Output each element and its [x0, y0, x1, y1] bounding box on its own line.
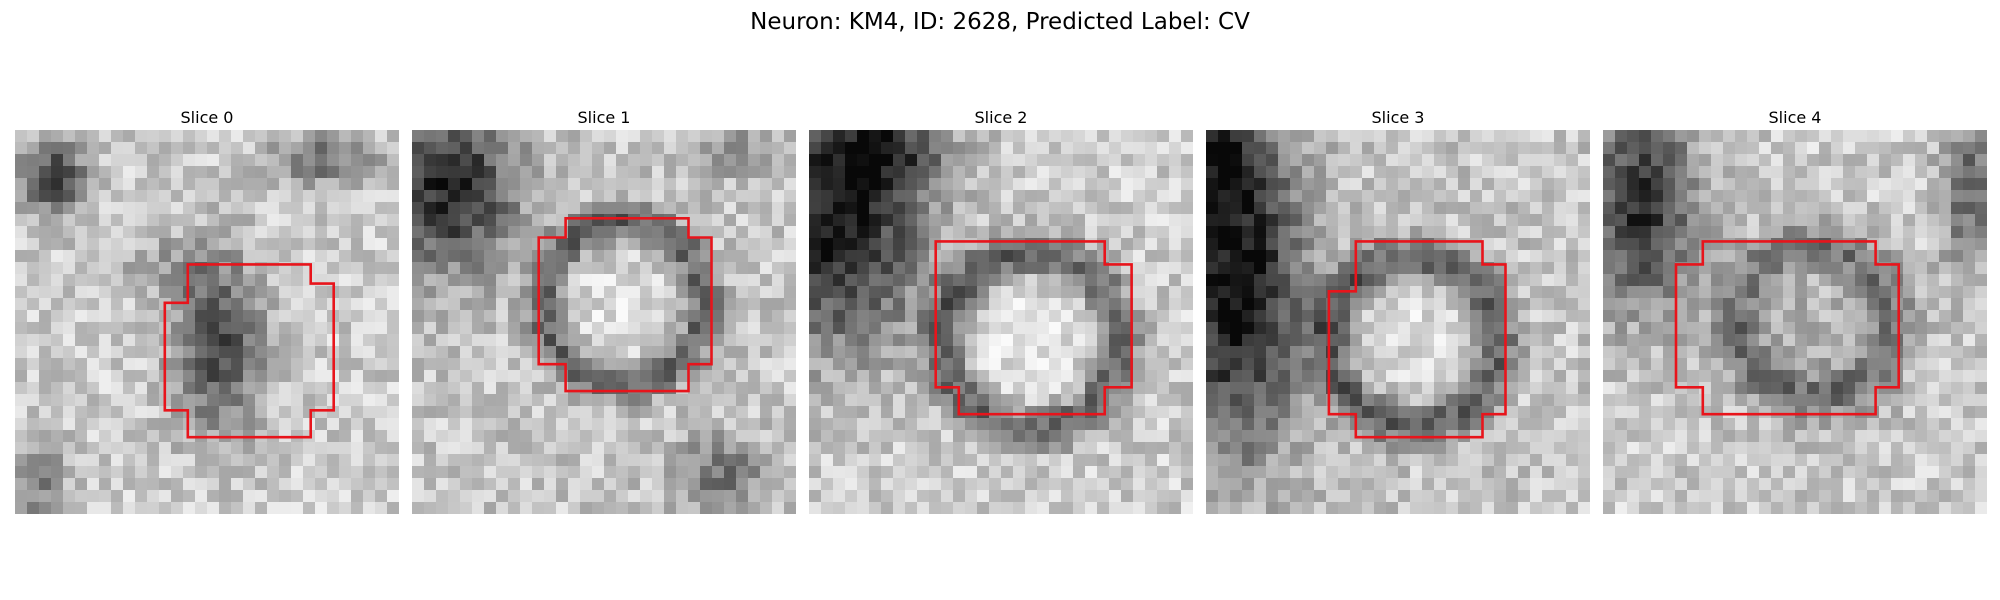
slice-image	[1603, 130, 1987, 514]
slice-title: Slice 3	[1371, 108, 1425, 127]
slice-pixels	[809, 130, 1193, 514]
slice-panel-4: Slice 4	[1603, 108, 1987, 514]
slice-panel-0: Slice 0	[15, 108, 399, 514]
slice-image	[412, 130, 796, 514]
slice-panel-3: Slice 3	[1206, 108, 1590, 514]
figure-title: Neuron: KM4, ID: 2628, Predicted Label: …	[750, 9, 1250, 35]
slice-title: Slice 4	[1768, 108, 1822, 127]
roi-outline	[163, 263, 336, 439]
slice-image	[1206, 130, 1590, 514]
slice-panel-1: Slice 1	[412, 108, 796, 514]
slice-image	[809, 130, 1193, 514]
slice-title: Slice 0	[180, 108, 234, 127]
slice-title: Slice 2	[974, 108, 1028, 127]
slice-panel-2: Slice 2	[809, 108, 1193, 514]
slice-pixels	[1206, 130, 1590, 514]
roi-outline	[1327, 240, 1507, 439]
roi-outline	[537, 217, 713, 393]
slice-pixels	[412, 130, 796, 514]
slice-pixels	[1603, 130, 1987, 514]
roi-outline	[934, 240, 1133, 416]
slice-image	[15, 130, 399, 514]
roi-outline	[1674, 240, 1901, 416]
slice-pixels	[15, 130, 399, 514]
slice-title: Slice 1	[577, 108, 631, 127]
